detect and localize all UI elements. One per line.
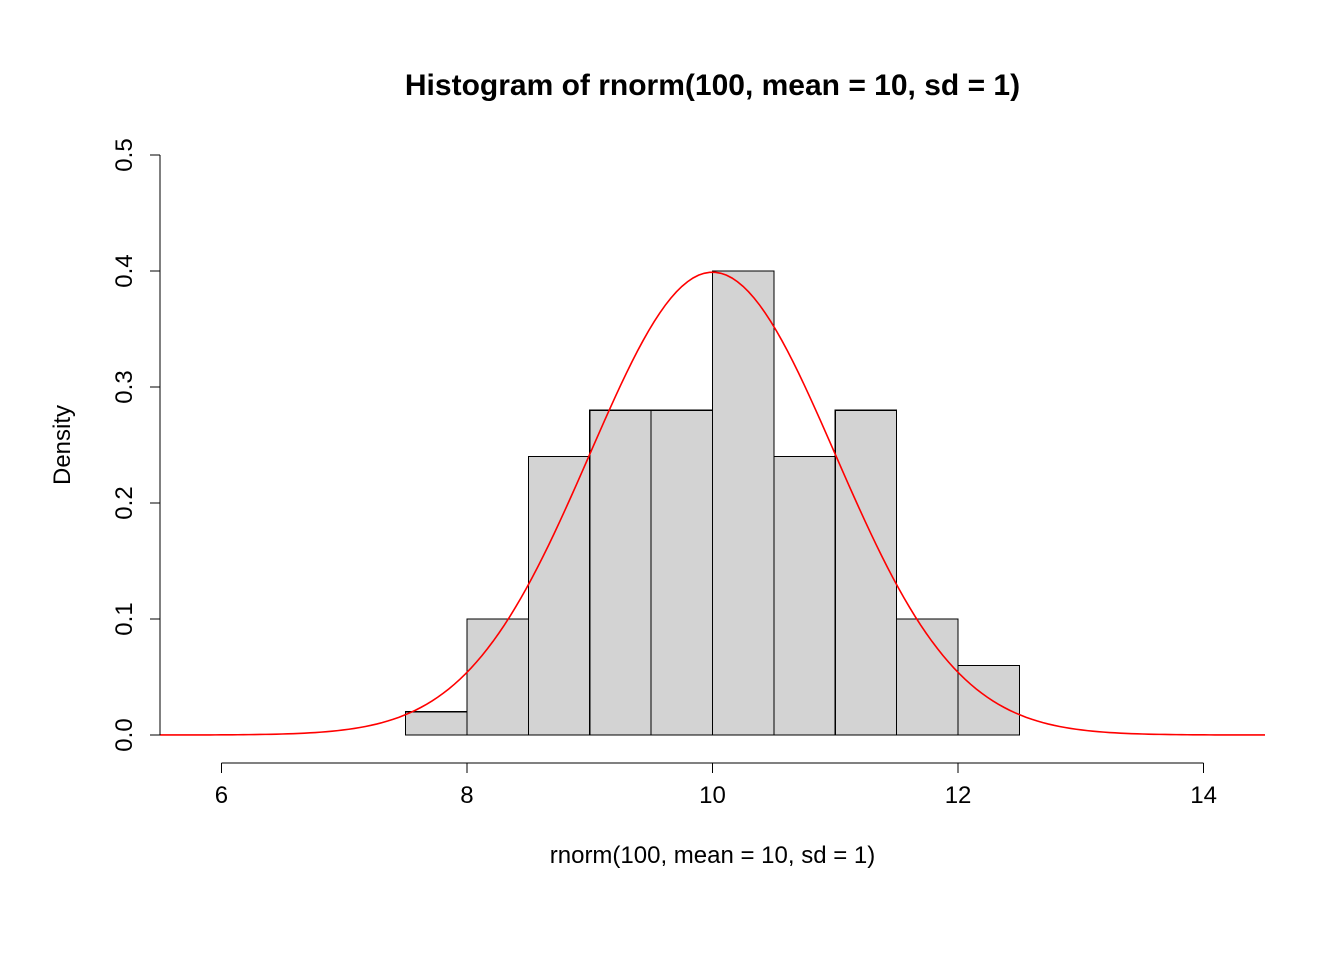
histogram-bar xyxy=(406,712,467,735)
y-tick-label: 0.0 xyxy=(111,718,138,751)
histogram-bar xyxy=(590,410,651,735)
y-tick-label: 0.5 xyxy=(111,138,138,171)
chart-title: Histogram of rnorm(100, mean = 10, sd = … xyxy=(405,69,1020,102)
histogram-chart: Histogram of rnorm(100, mean = 10, sd = … xyxy=(0,0,1344,960)
x-tick-label: 12 xyxy=(945,782,972,809)
x-tick-label: 8 xyxy=(460,782,473,809)
histogram-bar xyxy=(958,665,1019,735)
x-tick-label: 6 xyxy=(215,782,228,809)
histogram-bar xyxy=(651,410,712,735)
histogram-bar xyxy=(528,457,589,735)
y-tick-label: 0.3 xyxy=(111,370,138,403)
x-tick-label: 10 xyxy=(699,782,726,809)
x-tick-label: 14 xyxy=(1190,782,1217,809)
y-tick-label: 0.4 xyxy=(111,254,138,287)
y-axis-label: Density xyxy=(49,405,76,485)
histogram-bar xyxy=(467,619,528,735)
histogram-bar xyxy=(897,619,958,735)
histogram-bar xyxy=(713,271,774,735)
histogram-bar xyxy=(835,410,896,735)
x-axis-label: rnorm(100, mean = 10, sd = 1) xyxy=(550,842,876,869)
histogram-bar xyxy=(774,457,835,735)
y-tick-label: 0.1 xyxy=(111,602,138,635)
y-tick-label: 0.2 xyxy=(111,486,138,519)
